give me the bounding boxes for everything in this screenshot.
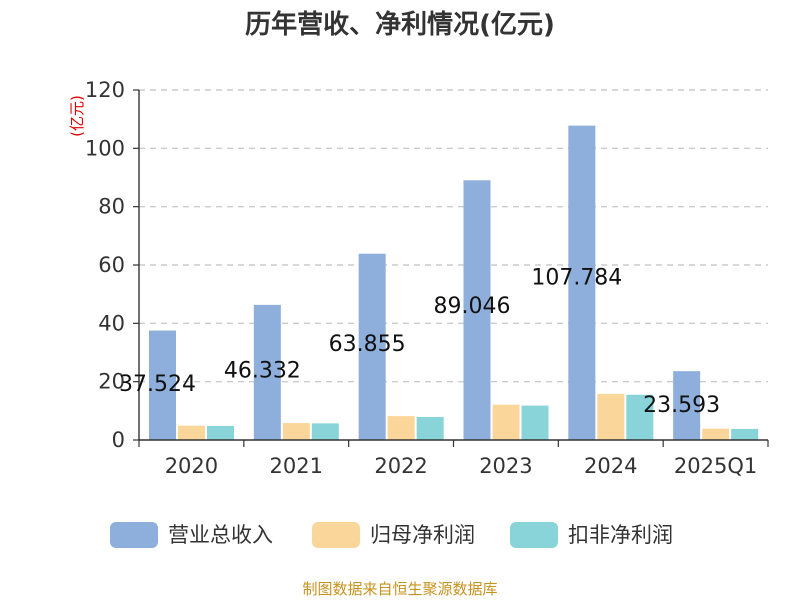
bar-3[interactable] bbox=[207, 426, 234, 440]
data-labels: 37.524 46.332 63.855 89.046 107.784 23.593 bbox=[119, 266, 720, 419]
data-label: 107.784 bbox=[531, 266, 622, 291]
x-tick-label: 2022 bbox=[374, 454, 427, 478]
bar-1[interactable] bbox=[568, 125, 596, 440]
legend[interactable]: 营业总收入 归母净利润 扣非净利润 bbox=[110, 522, 673, 548]
gridlines bbox=[139, 89, 768, 383]
bar-3[interactable] bbox=[731, 428, 759, 440]
y-tick-label: 80 bbox=[98, 195, 125, 219]
data-label: 63.855 bbox=[329, 332, 406, 357]
bar-3[interactable] bbox=[311, 423, 339, 440]
bar-2[interactable] bbox=[178, 425, 205, 440]
data-label: 46.332 bbox=[224, 359, 301, 384]
bars bbox=[149, 125, 759, 440]
data-label: 37.524 bbox=[119, 372, 196, 397]
legend-swatch bbox=[110, 522, 158, 548]
x-tick-label: 2023 bbox=[479, 454, 532, 478]
x-tick-label: 2025Q1 bbox=[674, 454, 757, 478]
bar-3[interactable] bbox=[521, 405, 549, 440]
data-label: 89.046 bbox=[434, 294, 511, 319]
data-label: 23.593 bbox=[643, 393, 720, 418]
legend-label: 营业总收入 bbox=[168, 523, 273, 547]
legend-swatch bbox=[312, 522, 360, 548]
bar-3[interactable] bbox=[626, 394, 654, 440]
x-tick-label: 2020 bbox=[165, 454, 218, 478]
bar-1[interactable] bbox=[149, 330, 176, 440]
legend-item[interactable]: 归母净利润 bbox=[312, 522, 475, 548]
bar-2[interactable] bbox=[387, 416, 415, 440]
source-note: 制图数据来自恒生聚源数据库 bbox=[302, 580, 498, 598]
bar-2[interactable] bbox=[282, 423, 310, 440]
bar-2[interactable] bbox=[492, 404, 520, 440]
y-tick-label: 60 bbox=[98, 253, 125, 277]
bar-2[interactable] bbox=[597, 393, 625, 440]
legend-item[interactable]: 营业总收入 bbox=[110, 522, 273, 548]
y-tick-label: 40 bbox=[98, 311, 125, 335]
legend-label: 扣非净利润 bbox=[568, 523, 673, 547]
y-tick-label: 100 bbox=[85, 136, 125, 160]
y-tick-label: 0 bbox=[112, 428, 125, 452]
x-tick-label: 2024 bbox=[584, 454, 637, 478]
bar-1[interactable] bbox=[358, 253, 386, 440]
legend-item[interactable]: 扣非净利润 bbox=[510, 522, 673, 548]
y-axis-title: (亿元) bbox=[68, 95, 86, 137]
y-tick-label: 120 bbox=[85, 78, 125, 102]
bar-1[interactable] bbox=[673, 371, 701, 440]
axes: 0 20 40 60 80 100 120 2020 2021 2022 2023 2024 2025Q… bbox=[85, 78, 769, 478]
y-tick-label: 20 bbox=[98, 370, 125, 394]
bar-2[interactable] bbox=[702, 428, 730, 440]
legend-label: 归母净利润 bbox=[370, 523, 475, 547]
bar-1[interactable] bbox=[463, 180, 491, 440]
legend-swatch bbox=[510, 522, 558, 548]
x-tick-label: 2021 bbox=[270, 454, 323, 478]
chart-title: 历年营收、净利情况(亿元) bbox=[245, 10, 555, 40]
bar-3[interactable] bbox=[416, 416, 444, 440]
bar-1[interactable] bbox=[253, 304, 281, 440]
